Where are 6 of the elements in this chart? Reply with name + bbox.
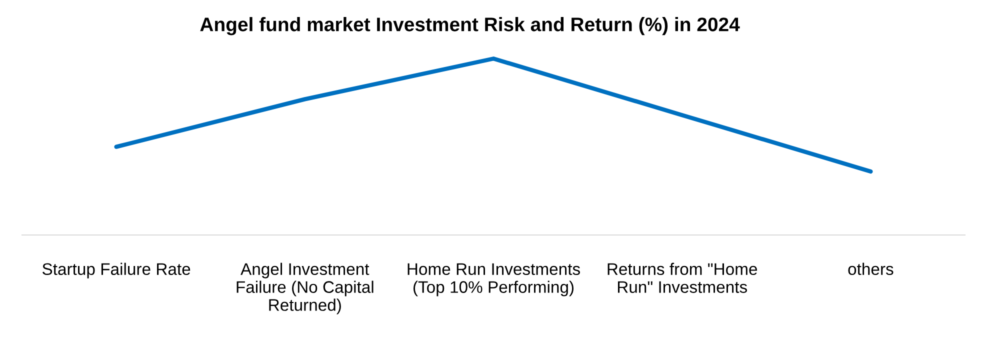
x-tick-label: Angel Investment Failure (No Capital Returned) <box>236 262 374 314</box>
x-tick-label: Startup Failure Rate <box>42 262 190 278</box>
chart-title: Angel fund market Investment Risk and Return (%) in 2024 <box>200 17 740 36</box>
x-tick-label: Home Run Investments (Top 10% Performing) <box>408 263 580 296</box>
x-tick-label: Returns from "Home Run" Investments <box>608 262 758 293</box>
x-tick-label: others <box>848 262 894 276</box>
